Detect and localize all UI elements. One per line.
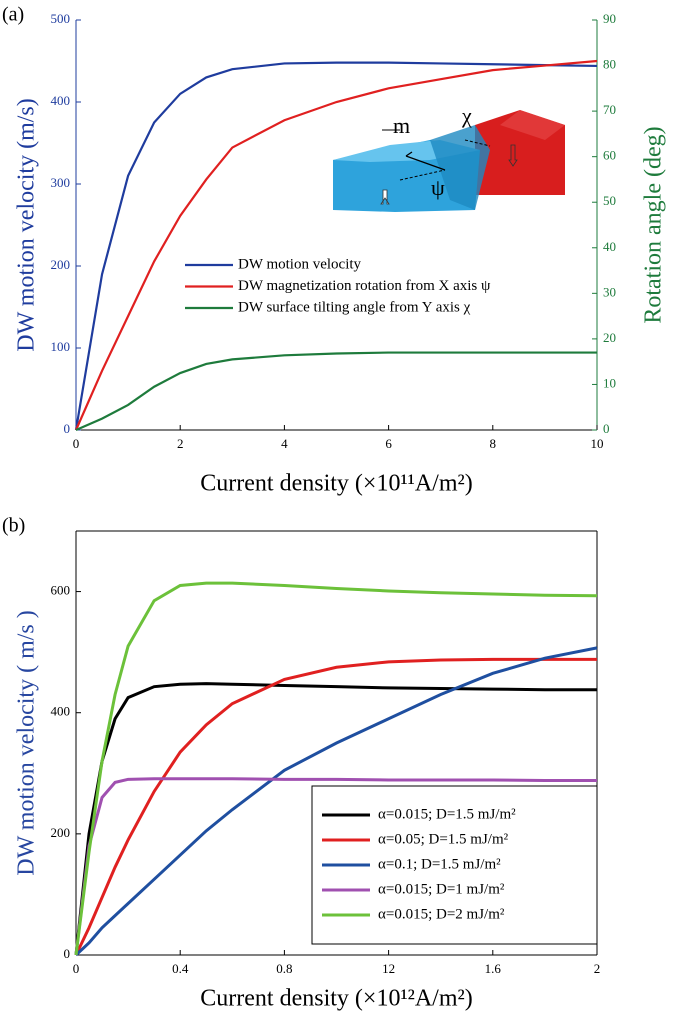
y-tick-label: 0 — [64, 421, 71, 436]
legend-label: DW surface tilting angle from Y axis χ — [238, 299, 471, 315]
y2-tick-label: 90 — [603, 11, 616, 26]
x-tick-label: 2 — [594, 961, 601, 976]
y-tick-label: 100 — [51, 339, 71, 354]
series-line — [74, 646, 598, 957]
series-line — [74, 59, 598, 431]
series-line — [74, 581, 598, 956]
y-tick-label: 0 — [64, 946, 71, 961]
annotation: ψ — [431, 175, 445, 200]
y2-axis-label: Rotation angle (deg) — [641, 126, 667, 323]
y-axis-label: DW motion velocity ( m/s ) — [14, 610, 40, 876]
y2-tick-label: 70 — [603, 102, 616, 117]
y2-tick-label: 10 — [603, 375, 616, 390]
legend-label: α=0.1; D=1.5 mJ/m² — [378, 856, 501, 872]
y-tick-label: 600 — [51, 583, 71, 598]
y-tick-label: 300 — [51, 175, 71, 190]
x-tick-label: 0.4 — [172, 961, 189, 976]
x-tick-label: 6 — [385, 436, 392, 451]
y2-tick-label: 20 — [603, 330, 616, 345]
inset-illustration — [333, 110, 565, 212]
legend-label: DW magnetization rotation from X axis ψ — [238, 278, 491, 294]
x-tick-label: 2 — [177, 436, 184, 451]
legend-label: α=0.015; D=2 mJ/m² — [378, 906, 505, 922]
y2-tick-label: 50 — [603, 193, 616, 208]
legend-label: α=0.015; D=1 mJ/m² — [378, 881, 505, 897]
y-tick-label: 500 — [51, 11, 71, 26]
x-tick-label: 0.8 — [276, 961, 292, 976]
series-line — [74, 777, 597, 956]
series-line — [74, 657, 597, 956]
y-tick-label: 400 — [51, 93, 71, 108]
y-tick-label: 200 — [51, 257, 71, 272]
y2-tick-label: 40 — [603, 239, 616, 254]
panel-label: (b) — [2, 515, 25, 537]
series-line — [74, 61, 598, 431]
legend-label: α=0.05; D=1.5 mJ/m² — [378, 831, 509, 847]
y-tick-label: 200 — [51, 825, 71, 840]
legend-label: α=0.015; D=1.5 mJ/m² — [378, 806, 516, 822]
x-tick-label: 8 — [490, 436, 497, 451]
x-tick-label: 12 — [382, 961, 395, 976]
series-line — [75, 351, 597, 432]
y-tick-label: 400 — [51, 704, 71, 719]
y2-tick-label: 80 — [603, 57, 616, 72]
y2-tick-label: 0 — [603, 421, 610, 436]
x-tick-label: 4 — [281, 436, 288, 451]
y-axis-label: DW motion velocity (m/s) — [14, 98, 40, 352]
annotation: m — [393, 113, 410, 138]
annotation: χ — [461, 103, 472, 128]
y2-tick-label: 30 — [603, 284, 616, 299]
legend-label: DW motion velocity — [238, 256, 362, 272]
series-line — [74, 682, 597, 956]
x-tick-label: 0 — [73, 961, 80, 976]
y2-tick-label: 60 — [603, 148, 616, 163]
x-tick-label: 1.6 — [485, 961, 502, 976]
x-tick-label: 10 — [591, 436, 604, 451]
x-axis-label: Current density (×10¹¹A/m²) — [200, 471, 472, 497]
x-tick-label: 0 — [73, 436, 80, 451]
x-axis-label: Current density (×10¹²A/m²) — [200, 986, 472, 1012]
panel-label: (a) — [2, 4, 24, 26]
